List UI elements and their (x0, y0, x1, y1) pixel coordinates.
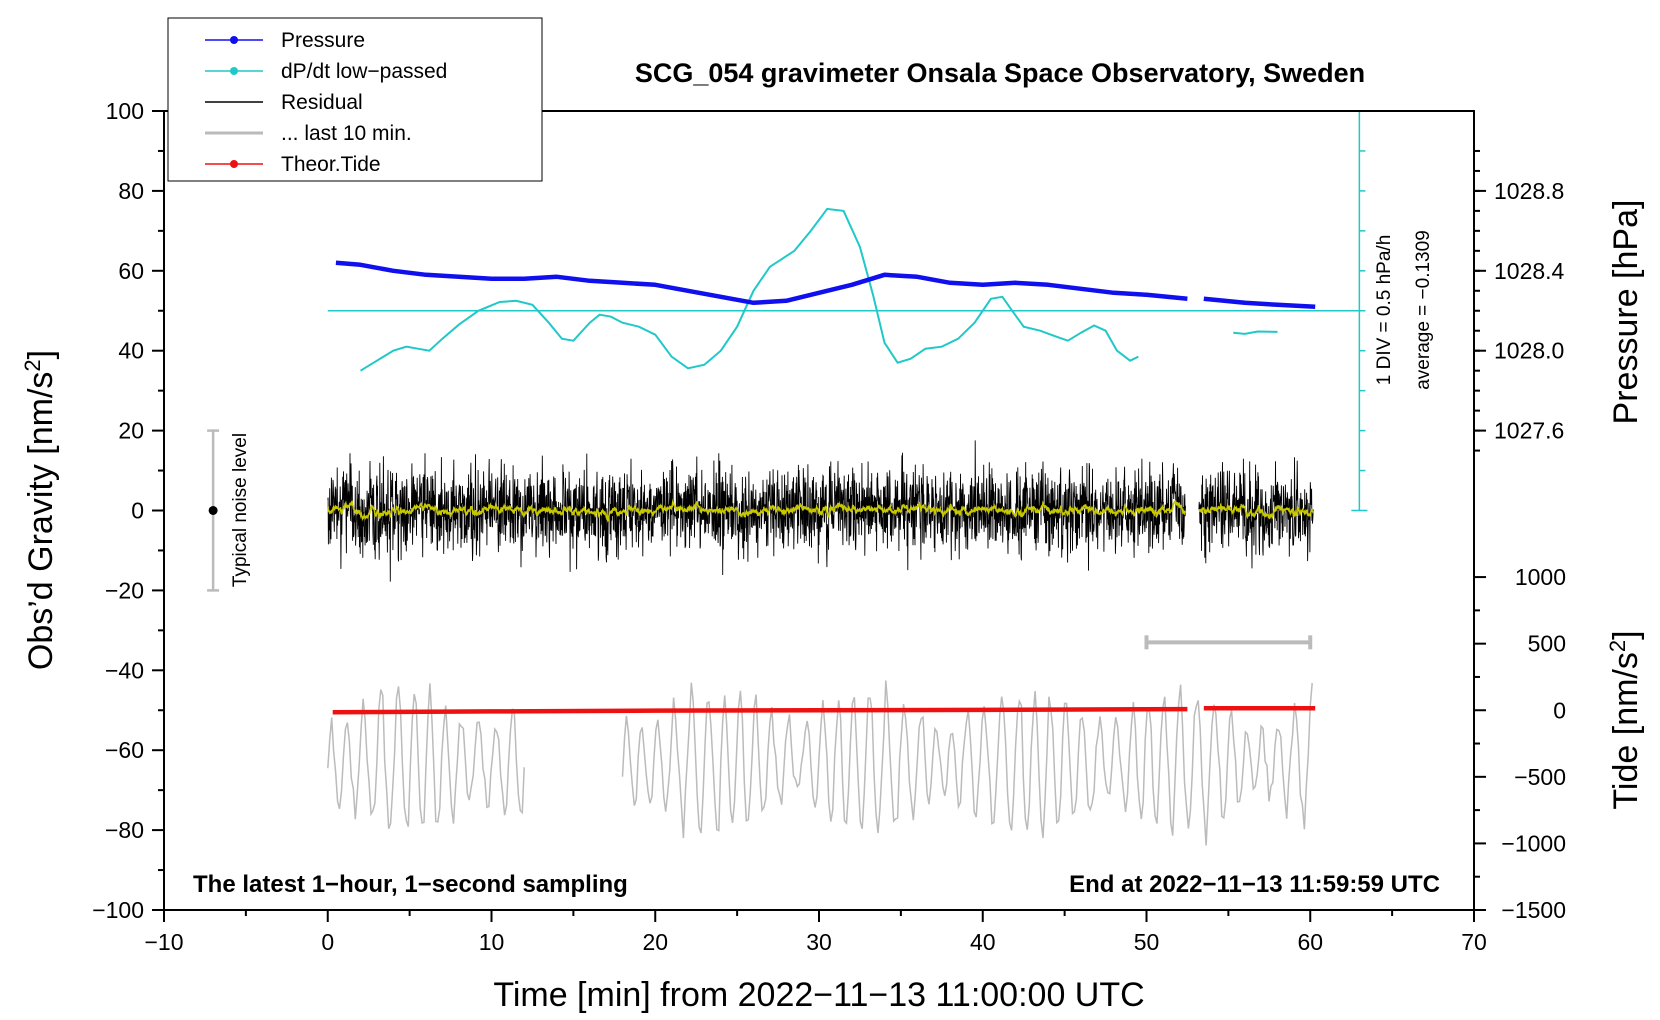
pressure-axis: 1027.6 1028.0 1028.4 1028.8 (1474, 149, 1565, 452)
tide-axis-label-superscript: 2 (1605, 640, 1630, 652)
y-tick-label-2: −60 (105, 737, 144, 763)
y-tick-label-0: −100 (92, 897, 144, 923)
legend-label-1: dP/dt low−passed (281, 60, 447, 83)
x-axis-label: Time [min] from 2022−11−13 11:00:00 UTC (493, 976, 1144, 1014)
residual-line-0 (327, 440, 1186, 582)
legend-marker-1 (230, 67, 238, 75)
tide-axis-label-end: ] (1607, 630, 1645, 639)
pressure-tick-label-1: 1028.0 (1494, 338, 1564, 364)
y-tick-label-3: −40 (105, 657, 144, 683)
pressure-line (335, 260, 1316, 310)
x-tick-label-2: 10 (479, 929, 505, 955)
tide-tick-label-0: 1000 (1515, 564, 1566, 590)
plot-content (207, 110, 1368, 846)
y-tick-label-9: 80 (118, 178, 144, 204)
tide-tick-label-4: −1000 (1501, 830, 1566, 856)
y-axis-label-end: ] (22, 350, 60, 359)
noise-level-label: Typical noise level (230, 433, 251, 587)
residual-smoothed-line-0 (327, 498, 1187, 522)
pressure-tick-label-3: 1028.8 (1494, 178, 1564, 204)
footer-left: The latest 1−hour, 1−second sampling (193, 871, 628, 898)
y-axis-label: Obs’d Gravity [nm/s2] (20, 350, 60, 670)
x-tick-label-5: 40 (970, 929, 996, 955)
footer-right: End at 2022−11−13 11:59:59 UTC (1069, 871, 1440, 898)
legend-marker-0 (230, 36, 238, 44)
y-tick-label-5: 0 (131, 498, 144, 524)
legend-label-4: Theor.Tide (281, 153, 381, 176)
dpdt-line (359, 207, 1278, 372)
y-axis-label-text: Obs’d Gravity [nm/s (22, 372, 60, 671)
residual-smoothed-line-1 (1198, 502, 1314, 520)
tide-tick-label-5: −1500 (1501, 897, 1566, 923)
y-tick-label-6: 20 (118, 418, 144, 444)
legend: Pressure dP/dt low−passed Residual ... last… (167, 17, 543, 182)
legend-label-3: ... last 10 min. (281, 122, 412, 145)
x-axis: −10 0 10 20 30 40 50 60 70 (144, 910, 1487, 955)
x-tick-label-0: −10 (144, 929, 183, 955)
last-10-min-line-1 (621, 680, 1313, 846)
tide-axis-label: Tide [nm/s2] (1605, 630, 1645, 809)
legend-marker-4 (230, 160, 238, 168)
tide-tick-label-1: 500 (1528, 631, 1566, 657)
legend-label-0: Pressure (281, 29, 365, 52)
pressure-tick-label-2: 1028.4 (1494, 258, 1565, 284)
noise-level-dot (208, 506, 218, 515)
y-tick-label-7: 40 (118, 338, 144, 364)
x-tick-label-7: 60 (1297, 929, 1323, 955)
y-tick-label-8: 60 (118, 258, 144, 284)
legend-label-2: Residual (281, 91, 363, 114)
y-tick-label-10: 100 (106, 98, 144, 124)
x-tick-label-4: 30 (806, 929, 832, 955)
x-tick-label-8: 70 (1461, 929, 1487, 955)
last-10-min-line-0 (327, 683, 525, 829)
scale-bar-label-1: 1 DIV = 0.5 hPa/h (1374, 235, 1395, 386)
x-tick-label-6: 50 (1134, 929, 1160, 955)
pressure-tick-label-0: 1027.6 (1494, 418, 1564, 444)
tide-axis-label-text: Tide [nm/s (1607, 652, 1645, 809)
tide-axis: 1000 500 0 −500 −1000 −1500 (1474, 564, 1566, 923)
tide-tick-label-3: −500 (1514, 764, 1566, 790)
y-axis: −100 −80 −60 −40 −20 0 20 40 60 80 100 (92, 98, 164, 923)
legend-box (167, 17, 543, 182)
y-tick-label-1: −80 (105, 817, 144, 843)
pressure-axis-label: Pressure [hPa] (1607, 200, 1645, 425)
x-tick-label-1: 0 (321, 929, 334, 955)
tide-tick-label-2: 0 (1553, 697, 1566, 723)
x-tick-label-3: 20 (642, 929, 668, 955)
y-tick-label-4: −20 (105, 577, 144, 603)
theor-tide-line (332, 706, 1316, 715)
y-axis-label-superscript: 2 (20, 359, 45, 371)
scale-bar-label-2: average = −0.1309 (1413, 230, 1434, 390)
chart-title: SCG_054 gravimeter Onsala Space Observat… (635, 58, 1365, 88)
